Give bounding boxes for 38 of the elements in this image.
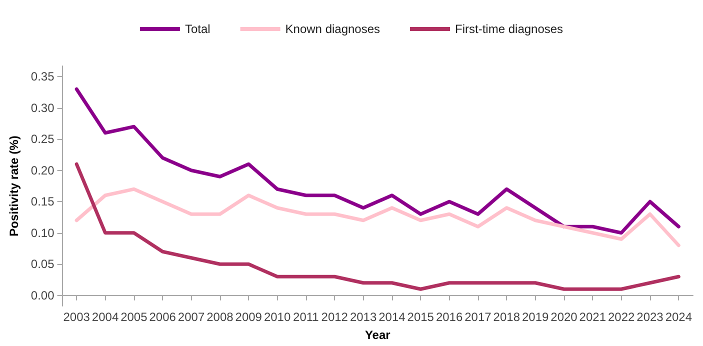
x-tick-label: 2009 <box>235 310 262 324</box>
legend-label: Known diagnoses <box>285 22 380 36</box>
y-axis-title: Positivity rate (%) <box>7 136 21 236</box>
y-tick-label: 0.15 <box>30 194 55 209</box>
y-tick-label: 0.10 <box>30 226 55 240</box>
y-tick-label: 0.25 <box>30 132 55 146</box>
x-tick-label: 2011 <box>293 310 320 324</box>
line-series <box>74 87 680 235</box>
y-tick-label: 0.20 <box>30 163 55 178</box>
x-tick-label: 2024 <box>665 310 692 324</box>
x-tick-label: 2016 <box>436 310 463 324</box>
x-tick-label: 2022 <box>608 310 635 324</box>
x-tick-label: 2021 <box>579 310 606 324</box>
x-tick-label: 2012 <box>321 310 348 324</box>
x-tick-label: 2010 <box>264 310 291 324</box>
x-tick-label: 2017 <box>464 310 492 324</box>
legend-label: First-time diagnoses <box>455 22 564 36</box>
x-tick-label: 2014 <box>378 310 406 324</box>
x-tick-label: 2020 <box>550 310 578 324</box>
line-series <box>74 187 680 248</box>
x-tick-label: 2018 <box>493 310 520 324</box>
x-tick-label: 2006 <box>149 310 176 324</box>
x-tick-label: 2008 <box>206 310 234 324</box>
x-tick-label: 2005 <box>120 310 148 324</box>
x-tick-label: 2023 <box>636 310 664 324</box>
y-tick-label: 0.30 <box>30 100 55 115</box>
x-axis-title: Year <box>364 328 391 342</box>
x-tick-label: 2013 <box>350 310 377 324</box>
x-tick-label: 2004 <box>92 310 119 324</box>
y-tick-label: 0.05 <box>30 257 55 272</box>
x-tick-label: 2007 <box>178 310 205 324</box>
x-tick-label: 2019 <box>522 310 549 324</box>
y-tick-label: 0.35 <box>30 70 55 84</box>
legend-label: Total <box>184 22 210 36</box>
x-tick-label: 2015 <box>407 310 434 324</box>
x-tick-label: 2003 <box>63 310 90 324</box>
y-tick-label: 0.00 <box>30 288 55 302</box>
line-series <box>74 162 680 291</box>
